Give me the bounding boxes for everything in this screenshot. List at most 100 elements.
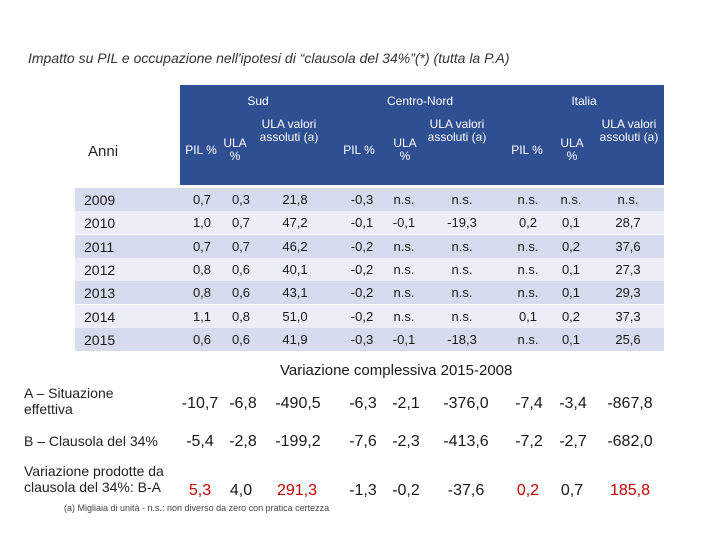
- col-header: ULA valori assoluti (a): [427, 117, 487, 144]
- summary-value: -376,0: [443, 395, 489, 412]
- table-cell: 0,7: [231, 238, 251, 254]
- summary-value: -10,7: [181, 395, 219, 412]
- table-cell: n.s.: [517, 285, 539, 301]
- table-row: [75, 188, 664, 211]
- summary-value: -2,8: [229, 433, 257, 450]
- table-cell: 37,3: [615, 308, 641, 324]
- summary-value: -1,3: [349, 482, 377, 499]
- table-cell: -0,1: [392, 215, 416, 231]
- summary-value: -199,2: [275, 433, 321, 450]
- col-header: ULA %: [560, 136, 584, 163]
- col-header: ULA valori assoluti (a): [259, 117, 319, 144]
- variation-heading: Variazione complessiva 2015-2008: [280, 362, 513, 379]
- summary-value: -7,2: [515, 433, 543, 450]
- anni-label: Anni: [88, 143, 119, 160]
- region-centro-nord: Centro-Nord: [386, 94, 454, 108]
- table-cell: n.s.: [393, 192, 415, 207]
- table-cell: n.s.: [451, 261, 473, 277]
- summary-value: -3,4: [559, 395, 587, 412]
- table-cell: -0,1: [350, 215, 374, 231]
- table-cell: 0,6: [192, 331, 212, 347]
- summary-value: -37,6: [447, 482, 485, 499]
- summary-value: 0,7: [560, 482, 584, 499]
- summary-label: Variazione prodotte da clausola del 34%:…: [24, 463, 164, 495]
- summary-value: -490,5: [275, 395, 321, 412]
- table-cell: 0,2: [561, 308, 581, 324]
- table-cell: 0,1: [561, 285, 581, 301]
- table-cell: 46,2: [282, 238, 308, 254]
- page-title: Impatto su PIL e occupazione nell'ipotes…: [28, 50, 510, 66]
- table-header: Sud Centro-Nord Italia PIL % ULA % ULA v…: [180, 85, 664, 185]
- col-header: ULA %: [393, 136, 417, 163]
- table-cell: n.s.: [517, 331, 539, 347]
- col-header: PIL %: [185, 143, 217, 157]
- summary-value: 5,3: [188, 482, 212, 499]
- table-cell: 25,6: [615, 331, 641, 347]
- summary-value: -0,2: [392, 482, 420, 499]
- table-cell: 40,1: [282, 261, 308, 277]
- table-cell: -0,3: [350, 331, 374, 347]
- summary-value: -682,0: [607, 433, 653, 450]
- table-cell: -0,2: [350, 261, 374, 277]
- table-cell: 0,2: [561, 238, 581, 254]
- table-cell: 41,9: [282, 331, 308, 347]
- year-cell: 2013: [84, 285, 116, 302]
- table-cell: n.s.: [393, 308, 415, 324]
- table-cell: n.s.: [517, 261, 539, 277]
- summary-value: -413,6: [443, 433, 489, 450]
- table-cell: 0,7: [192, 192, 212, 207]
- summary-label: A – Situazione effettiva: [24, 385, 114, 417]
- summary-value: -5,4: [186, 433, 214, 450]
- col-header: PIL %: [511, 143, 543, 157]
- table-cell: n.s.: [393, 285, 415, 301]
- table-cell: 1,1: [192, 308, 212, 324]
- table-cell: 0,7: [192, 238, 212, 254]
- table-cell: 0,1: [561, 261, 581, 277]
- table-cell: -18,3: [447, 331, 477, 347]
- summary-value: 4,0: [229, 482, 253, 499]
- summary-value: 185,8: [609, 482, 651, 499]
- table-cell: 21,8: [282, 192, 308, 207]
- year-cell: 2015: [84, 331, 116, 348]
- col-header: ULA valori assoluti (a): [599, 117, 659, 144]
- table-cell: n.s.: [451, 238, 473, 254]
- summary-value: 291,3: [276, 482, 318, 499]
- summary-label: B – Clausola del 34%: [24, 433, 158, 449]
- table-cell: n.s.: [451, 192, 473, 207]
- table-cell: 27,3: [615, 261, 641, 277]
- table-cell: n.s.: [393, 261, 415, 277]
- table-row: [75, 281, 664, 305]
- table-cell: n.s.: [451, 285, 473, 301]
- summary-value: -867,8: [607, 395, 653, 412]
- table-cell: 28,7: [615, 215, 641, 231]
- table-cell: 1,0: [192, 215, 212, 231]
- summary-value: -6,3: [349, 395, 377, 412]
- year-cell: 2010: [84, 215, 116, 232]
- summary-value: -2,7: [559, 433, 587, 450]
- table-cell: 0,8: [231, 308, 251, 324]
- table-cell: 37,6: [615, 238, 641, 254]
- table-cell: 0,7: [231, 215, 251, 231]
- table-cell: n.s.: [451, 308, 473, 324]
- table-cell: n.s.: [617, 192, 639, 207]
- summary-value: -6,8: [229, 395, 257, 412]
- table-cell: 0,6: [231, 261, 251, 277]
- table-cell: 0,6: [231, 331, 251, 347]
- table-cell: -0,2: [350, 308, 374, 324]
- table-cell: 43,1: [282, 285, 308, 301]
- table-row: [75, 257, 664, 281]
- table-cell: 51,0: [282, 308, 308, 324]
- table-cell: 29,3: [615, 285, 641, 301]
- table-cell: 0,1: [561, 215, 581, 231]
- table-cell: n.s.: [560, 192, 582, 207]
- table-cell: 0,8: [192, 285, 212, 301]
- col-header: ULA %: [223, 136, 247, 163]
- year-cell: 2014: [84, 308, 116, 325]
- table-cell: -19,3: [447, 215, 477, 231]
- summary-value: -7,6: [349, 433, 377, 450]
- summary-value: -2,3: [392, 433, 420, 450]
- table-row: [75, 304, 664, 328]
- region-italia: Italia: [571, 94, 597, 108]
- table-cell: n.s.: [393, 238, 415, 254]
- table-cell: n.s.: [517, 192, 539, 207]
